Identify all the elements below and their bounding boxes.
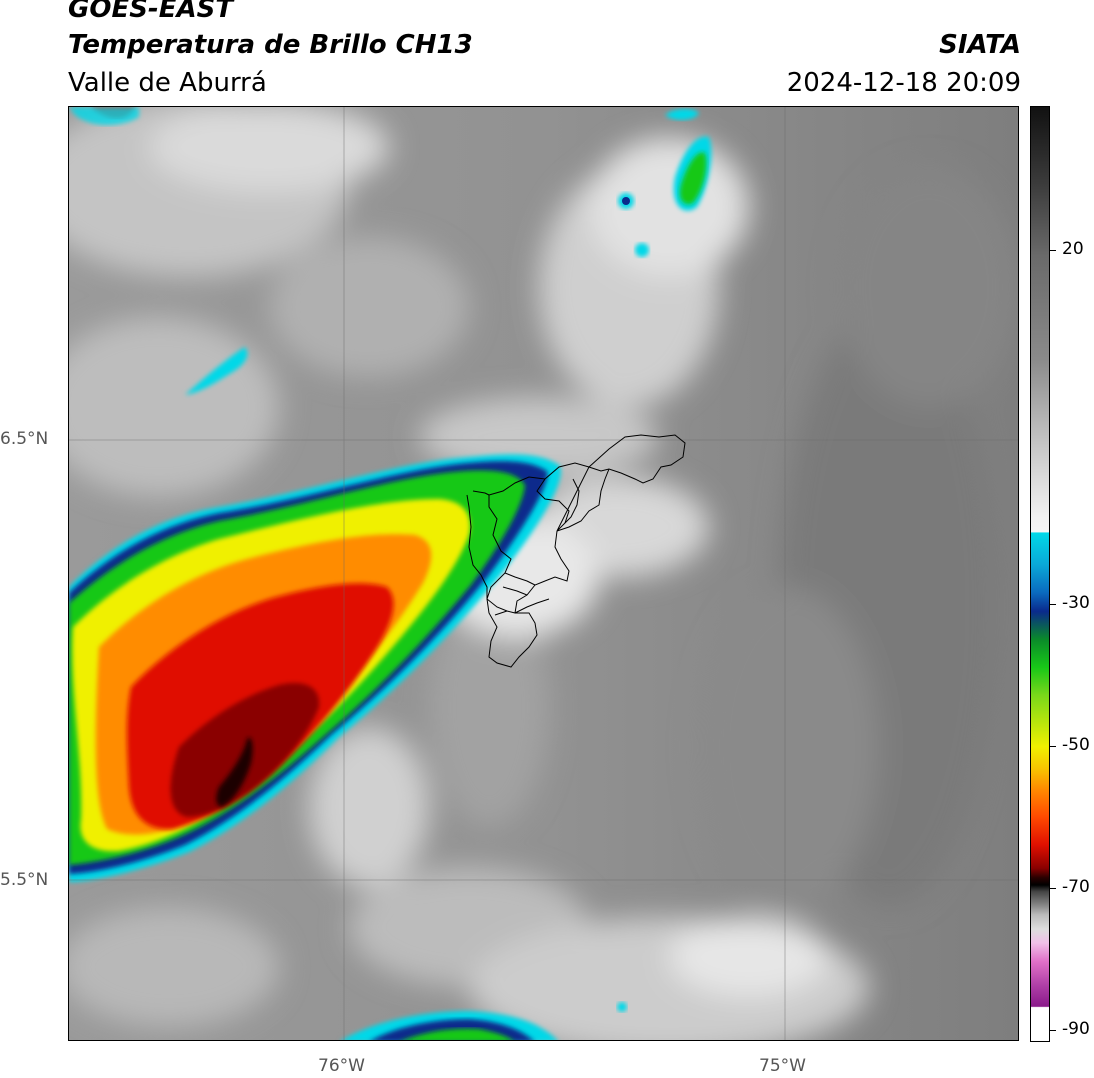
timestamp: 2024-12-18 20:09 xyxy=(786,68,1021,98)
lon-label-75w: 75°W xyxy=(759,1056,806,1076)
isolated-cells xyxy=(69,107,712,1012)
graticule xyxy=(69,107,1018,1040)
satellite-title: GOES-EAST xyxy=(68,0,234,24)
lon-label-76w: 76°W xyxy=(318,1056,365,1076)
storm-cell-south xyxy=(342,1011,557,1040)
colorbar-tick-20: 20 xyxy=(1062,239,1084,259)
brand-label: SIATA xyxy=(939,30,1021,60)
colorbar-tick-minus90: -90 xyxy=(1062,1019,1090,1039)
cloud-texture xyxy=(69,107,1018,1040)
brightness-temperature-field xyxy=(69,107,1018,1040)
colorbar-tick-minus70: -70 xyxy=(1062,877,1090,897)
satellite-map[interactable] xyxy=(68,106,1019,1041)
lat-label-5-5n: 5.5°N xyxy=(0,870,49,890)
colorbar-tick-minus50: -50 xyxy=(1062,735,1090,755)
product-title: Temperatura de Brillo CH13 xyxy=(68,30,473,60)
municipal-boundaries xyxy=(466,434,686,668)
colorbar xyxy=(1030,106,1050,1042)
lat-label-6-5n: 6.5°N xyxy=(0,429,49,449)
colorbar-tick-minus30: -30 xyxy=(1062,593,1090,613)
region-subtitle: Valle de Aburrá xyxy=(68,68,267,98)
storm-cell-main xyxy=(69,454,561,882)
